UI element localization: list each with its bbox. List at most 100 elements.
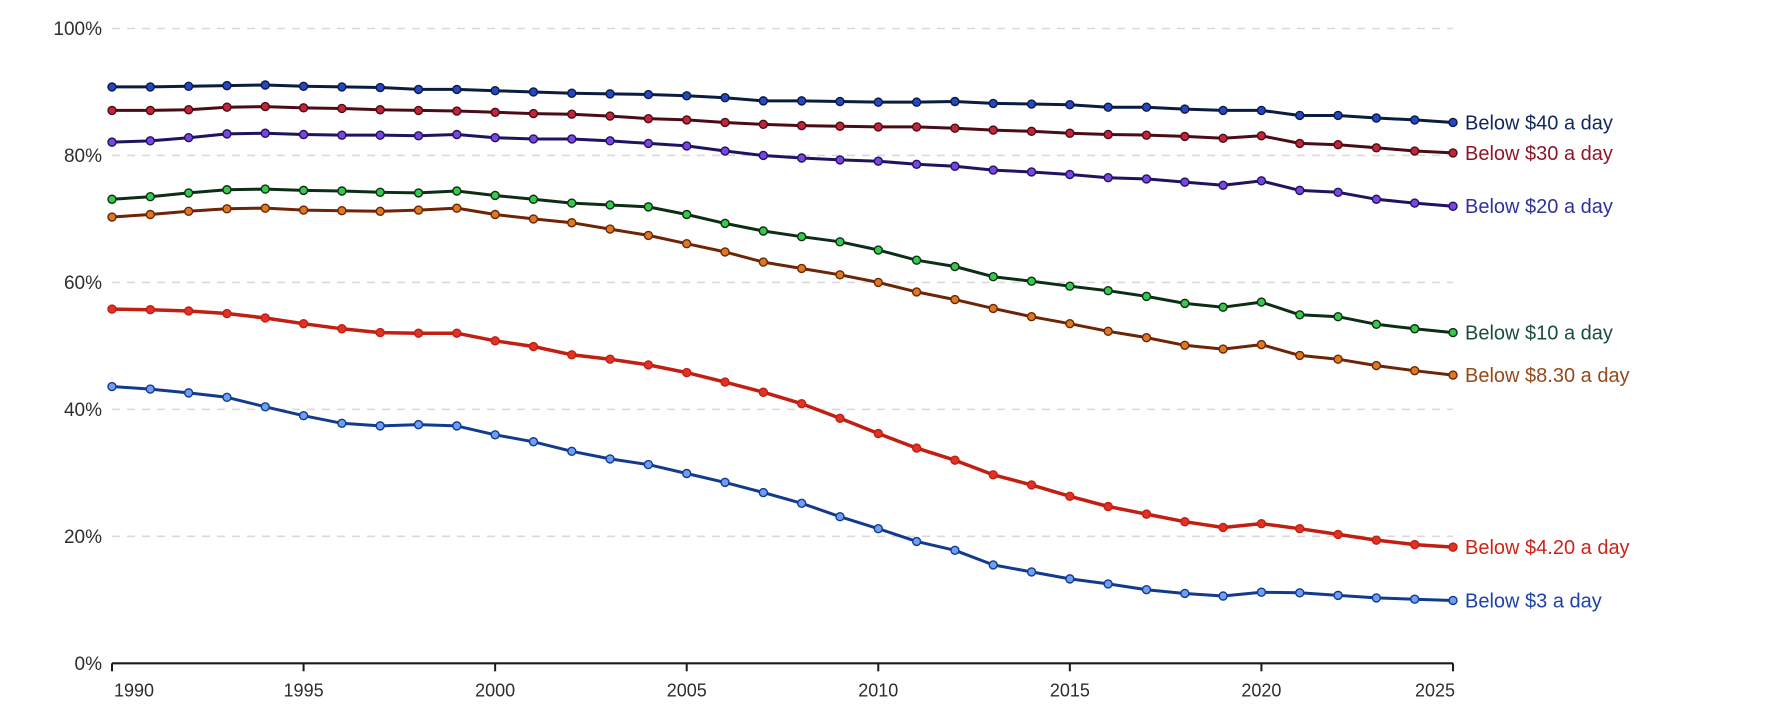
data-point-below-10-a-day-1992 — [183, 188, 194, 198]
data-point-below-3-a-day-1992 — [183, 388, 194, 398]
data-point-below-4-20-a-day-2000 — [490, 336, 500, 346]
data-point-below-4-20-a-day-1993 — [222, 308, 232, 319]
data-point-below-8-30-a-day-1991 — [145, 209, 156, 220]
series-line-below-40-a-day — [110, 83, 1455, 124]
data-point-below-10-a-day-2015 — [1065, 281, 1075, 291]
data-point-below-3-a-day-1991 — [145, 384, 156, 394]
data-point-below-10-a-day-1998 — [413, 188, 424, 198]
data-point-below-10-a-day-2023 — [1371, 319, 1382, 330]
data-point-below-4-20-a-day-1995 — [298, 318, 309, 329]
data-point-below-30-a-day-2012 — [950, 123, 960, 133]
data-point-below-40-a-day-2002 — [567, 88, 577, 98]
data-point-below-30-a-day-1992 — [183, 105, 194, 115]
data-point-below-30-a-day-2018 — [1180, 131, 1190, 142]
data-point-below-30-a-day-2003 — [605, 111, 615, 121]
data-point-below-20-a-day-2012 — [950, 161, 960, 171]
data-point-below-30-a-day-1996 — [337, 103, 347, 114]
data-point-below-3-a-day-2008 — [796, 498, 807, 509]
data-point-below-10-a-day-2022 — [1333, 311, 1343, 322]
data-point-below-3-a-day-2025 — [1448, 595, 1458, 606]
data-point-below-3-a-day-2006 — [720, 477, 730, 488]
data-point-below-8-30-a-day-2011 — [911, 287, 922, 297]
data-point-below-4-20-a-day-2009 — [835, 413, 845, 423]
data-point-below-8-30-a-day-2006 — [720, 247, 730, 257]
series-below-20-a-day: Below $20 a day — [107, 128, 1613, 218]
data-point-below-40-a-day-2001 — [528, 87, 539, 97]
data-point-below-4-20-a-day-2017 — [1141, 509, 1152, 519]
data-point-below-30-a-day-2022 — [1333, 139, 1343, 150]
data-point-below-20-a-day-2018 — [1180, 177, 1190, 187]
data-point-below-3-a-day-2004 — [643, 459, 654, 470]
data-point-below-8-30-a-day-1994 — [260, 203, 270, 213]
data-point-below-10-a-day-1997 — [375, 187, 385, 197]
data-point-below-8-30-a-day-1996 — [337, 205, 347, 216]
series-below-8-30-a-day: Below $8.30 a day — [107, 203, 1630, 387]
data-point-below-10-a-day-2000 — [490, 190, 500, 201]
data-point-below-40-a-day-2018 — [1180, 104, 1190, 114]
data-point-below-20-a-day-2005 — [682, 141, 692, 151]
series-below-10-a-day: Below $10 a day — [107, 184, 1613, 345]
data-point-below-30-a-day-2014 — [1026, 126, 1037, 137]
data-point-below-3-a-day-2016 — [1103, 579, 1113, 589]
data-point-below-10-a-day-2011 — [911, 255, 922, 265]
data-point-below-40-a-day-2013 — [988, 98, 998, 109]
data-point-below-20-a-day-1993 — [222, 129, 232, 139]
data-point-below-8-30-a-day-1993 — [222, 204, 232, 214]
data-point-below-10-a-day-2004 — [643, 202, 654, 212]
x-axis-tick-label-2015: 2015 — [1050, 680, 1090, 700]
y-axis-tick-label-20: 20% — [64, 527, 102, 548]
series-label-below-8-30-a-day[interactable]: Below $8.30 a day — [1465, 365, 1630, 387]
data-point-below-4-20-a-day-2024 — [1409, 539, 1420, 550]
data-point-below-40-a-day-2010 — [873, 97, 883, 107]
x-axis-tick-label-2010: 2010 — [858, 680, 898, 700]
data-point-below-40-a-day-2004 — [643, 89, 654, 100]
y-axis-tick-label-0: 0% — [75, 654, 103, 675]
series-label-below-40-a-day[interactable]: Below $40 a day — [1465, 112, 1613, 134]
data-point-below-8-30-a-day-2015 — [1065, 318, 1075, 329]
data-point-below-10-a-day-2008 — [796, 232, 807, 242]
data-point-below-20-a-day-1990 — [107, 137, 117, 147]
data-point-below-4-20-a-day-2001 — [528, 341, 539, 352]
data-point-below-4-20-a-day-2020 — [1256, 518, 1267, 529]
data-point-below-8-30-a-day-1990 — [107, 212, 117, 222]
data-point-below-3-a-day-2022 — [1333, 590, 1343, 601]
series-line-below-10-a-day — [110, 187, 1455, 335]
data-point-below-30-a-day-2006 — [720, 117, 730, 128]
data-point-below-20-a-day-2016 — [1103, 172, 1113, 183]
data-point-below-10-a-day-1996 — [337, 186, 347, 196]
data-point-below-30-a-day-2001 — [528, 108, 539, 119]
data-point-below-3-a-day-1999 — [452, 421, 462, 431]
series-label-below-10-a-day[interactable]: Below $10 a day — [1465, 323, 1613, 345]
data-point-below-3-a-day-2005 — [682, 468, 692, 479]
data-point-below-30-a-day-2002 — [567, 109, 577, 119]
data-point-below-8-30-a-day-2024 — [1409, 365, 1420, 376]
data-point-below-40-a-day-2007 — [758, 96, 769, 106]
data-point-below-10-a-day-2007 — [758, 226, 769, 236]
data-point-below-8-30-a-day-2021 — [1295, 350, 1305, 361]
series-label-below-20-a-day[interactable]: Below $20 a day — [1465, 196, 1613, 218]
data-point-below-20-a-day-2001 — [528, 134, 539, 144]
data-point-below-40-a-day-2003 — [605, 89, 615, 99]
series-label-below-4-20-a-day[interactable]: Below $4.20 a day — [1465, 537, 1630, 559]
data-point-below-40-a-day-2019 — [1218, 105, 1228, 116]
data-point-below-10-a-day-2024 — [1409, 324, 1420, 334]
data-point-below-20-a-day-2019 — [1218, 180, 1228, 190]
data-point-below-10-a-day-2009 — [835, 237, 845, 247]
data-point-below-3-a-day-1994 — [260, 402, 270, 412]
y-axis-tick-label-40: 40% — [64, 400, 102, 421]
series-label-below-3-a-day[interactable]: Below $3 a day — [1465, 590, 1602, 612]
data-point-below-8-30-a-day-2008 — [796, 263, 807, 274]
data-point-below-10-a-day-2019 — [1218, 302, 1228, 312]
data-point-below-8-30-a-day-2007 — [758, 257, 769, 267]
data-point-below-4-20-a-day-1992 — [183, 306, 194, 316]
series-label-below-30-a-day[interactable]: Below $30 a day — [1465, 143, 1613, 165]
data-point-below-3-a-day-2011 — [911, 536, 922, 547]
data-point-below-40-a-day-2025 — [1448, 117, 1458, 128]
data-point-below-10-a-day-2005 — [682, 209, 692, 220]
data-point-below-20-a-day-2004 — [643, 138, 654, 149]
data-point-below-40-a-day-1993 — [222, 80, 232, 91]
data-point-below-30-a-day-2015 — [1065, 128, 1075, 138]
data-point-below-20-a-day-2007 — [758, 150, 769, 161]
data-point-below-4-20-a-day-2003 — [605, 354, 615, 364]
